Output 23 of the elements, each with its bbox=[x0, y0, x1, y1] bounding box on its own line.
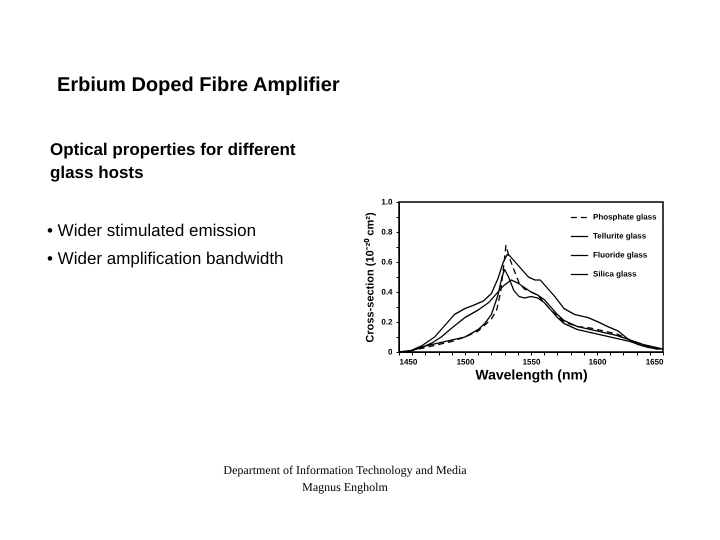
x-axis-title: Wavelength (nm) bbox=[475, 366, 588, 382]
x-tick-label: 1550 bbox=[522, 358, 541, 366]
y-tick-label: 0.8 bbox=[381, 228, 394, 236]
y-tick-label: 0 bbox=[388, 348, 394, 356]
legend-label: Phosphate glass bbox=[593, 212, 658, 222]
text: Department of Information Technology and Media bbox=[223, 463, 468, 477]
y-tick-label: 1.0 bbox=[381, 198, 394, 206]
y-tick-label: 0.2 bbox=[381, 318, 394, 326]
y-tick-label: 0.6 bbox=[381, 258, 394, 266]
x-tick-label: 1500 bbox=[456, 358, 475, 366]
legend-label: Fluoride glass bbox=[593, 250, 648, 260]
text: Erbium Doped Fibre Amplifier bbox=[57, 74, 340, 96]
text: • Wider amplification bandwidth bbox=[47, 249, 284, 268]
x-tick-label: 1600 bbox=[588, 358, 607, 366]
y-tick-label: 0.4 bbox=[381, 288, 394, 296]
legend-label: Silica glass bbox=[593, 270, 638, 278]
text: Optical properties for different glass hosts bbox=[50, 140, 296, 182]
y-axis-title: Cross-section (10⁻²⁰ cm²) bbox=[363, 212, 376, 343]
text: • Wider stimulated emission bbox=[47, 221, 256, 240]
x-tick-label: 1650 bbox=[646, 358, 664, 366]
text: Magnus Engholm bbox=[302, 480, 388, 494]
x-tick-label: 1450 bbox=[400, 358, 418, 366]
legend-label: Tellurite glass bbox=[593, 232, 647, 240]
